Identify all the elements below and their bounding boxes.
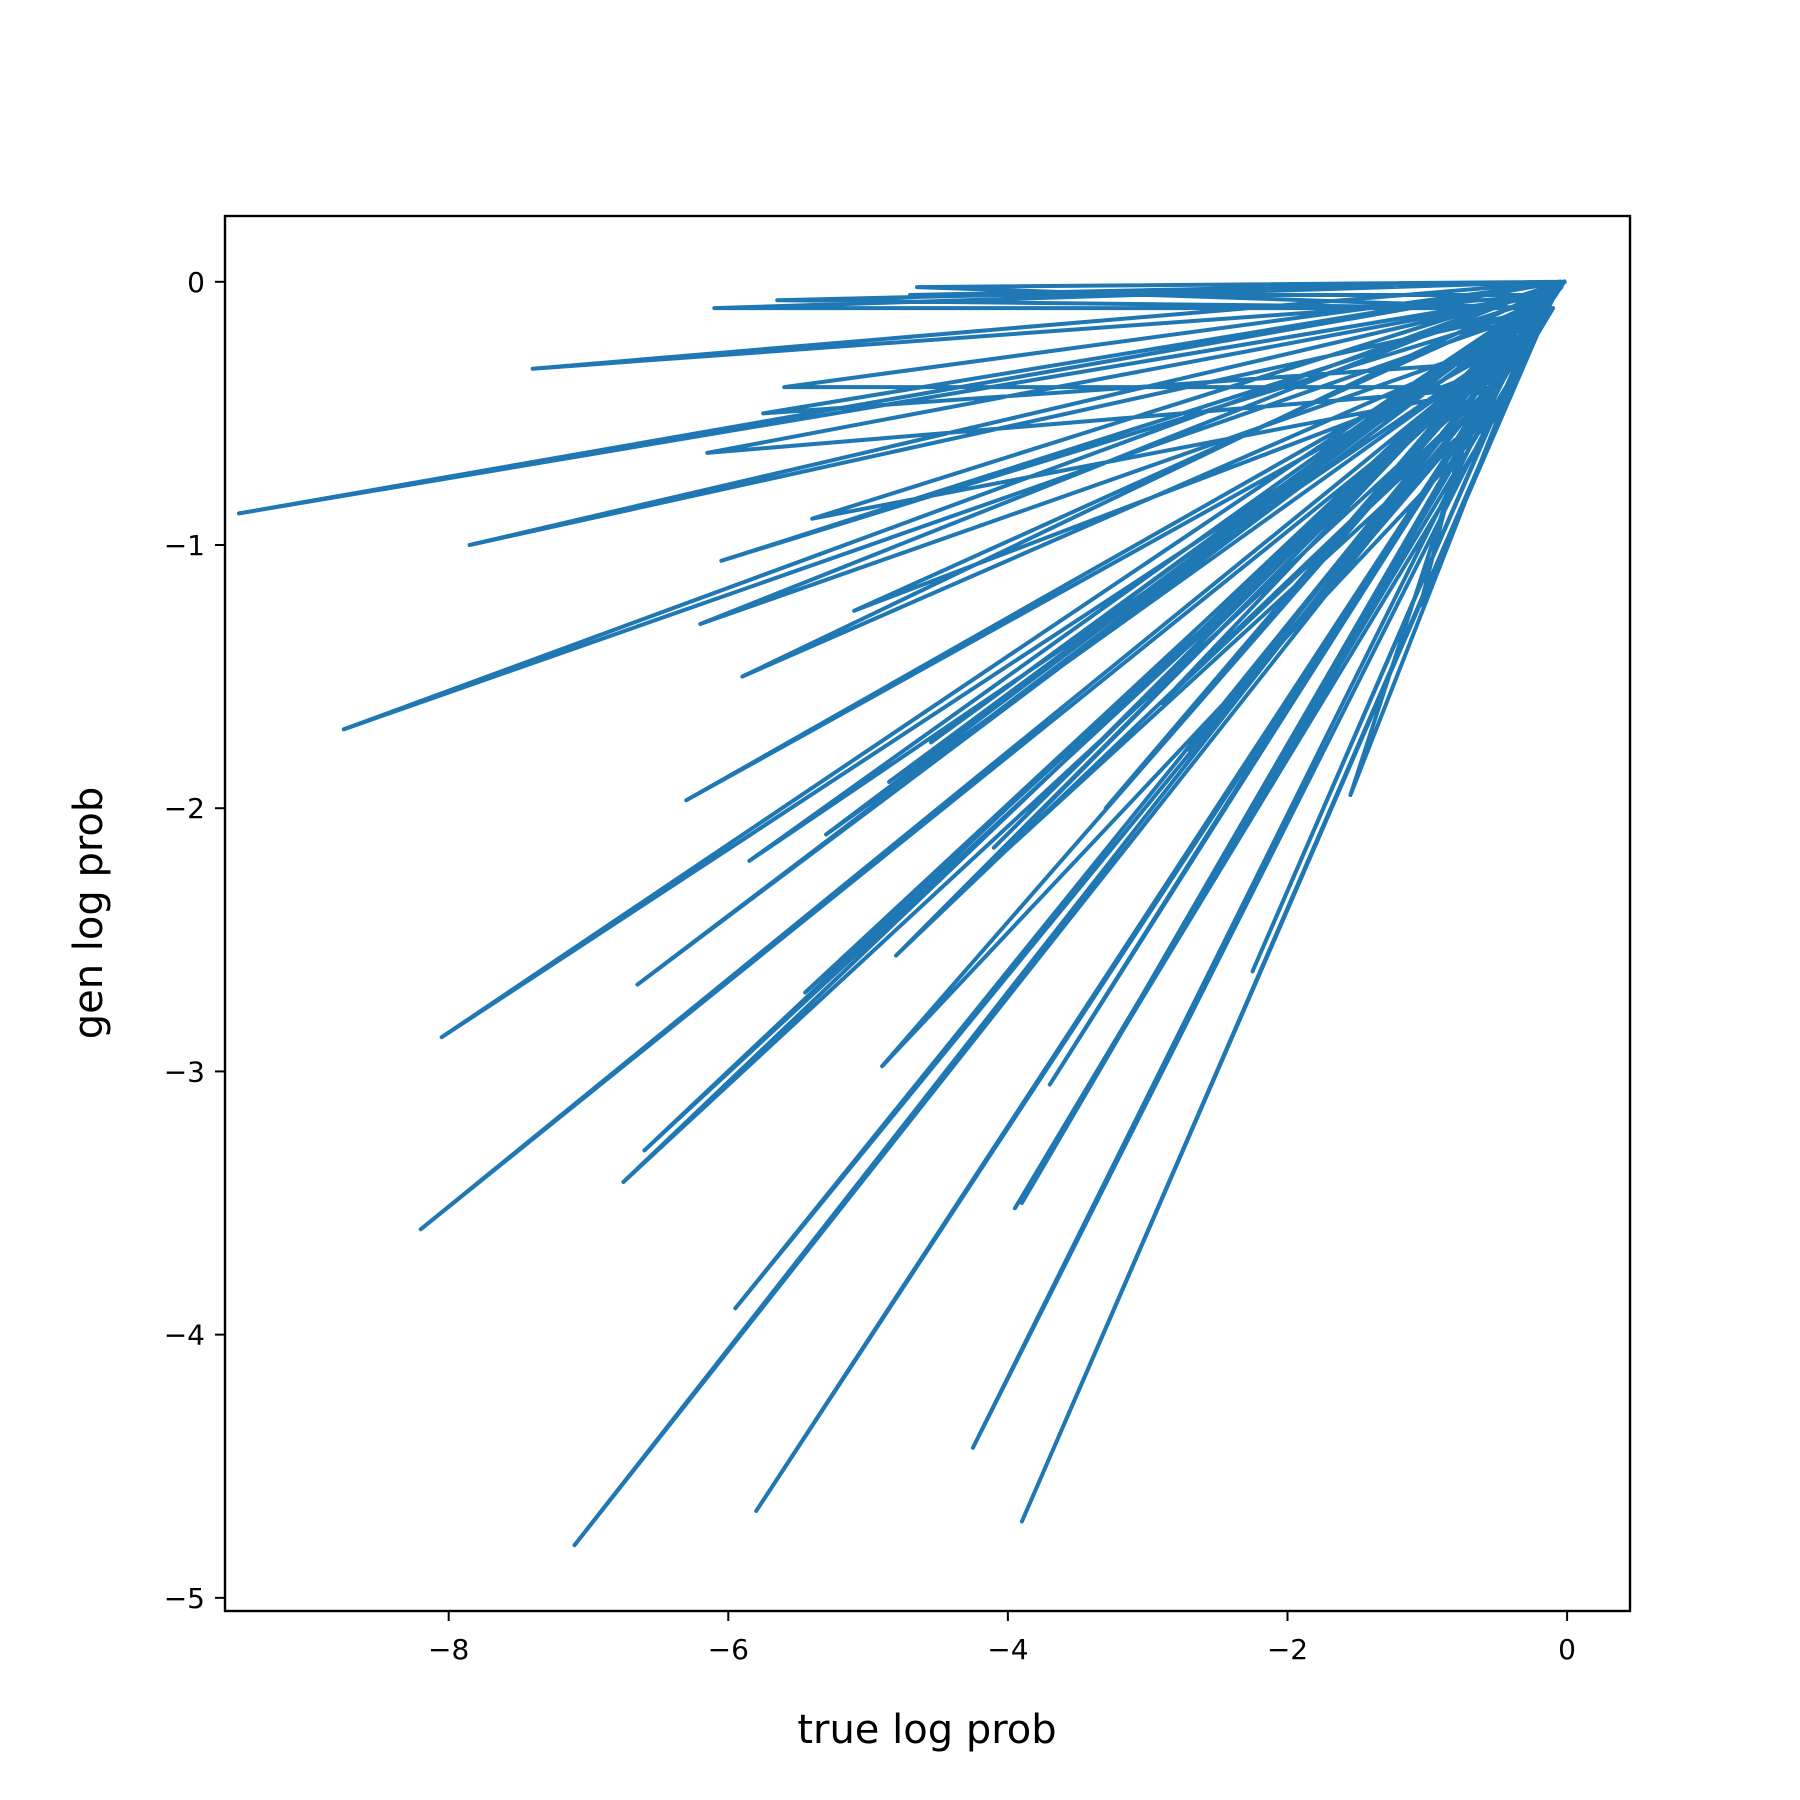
y-tick-label: −2 <box>164 792 205 825</box>
y-tick-label: 0 <box>187 266 205 299</box>
x-tick-label: 0 <box>1558 1633 1576 1666</box>
x-axis: −8 −6 −4 −2 0 <box>428 1611 1576 1666</box>
x-tick-label: −2 <box>1267 1633 1308 1666</box>
y-axis: 0 −1 −2 −3 −4 −5 <box>164 266 225 1615</box>
y-tick-label: −1 <box>164 529 205 562</box>
y-tick-label: −4 <box>164 1319 205 1352</box>
series-line-0 <box>237 279 1568 1548</box>
x-tick-label: −8 <box>428 1633 469 1666</box>
x-tick-label: −4 <box>987 1633 1028 1666</box>
y-tick-label: −5 <box>164 1582 205 1615</box>
axes-frame <box>223 214 1632 1613</box>
y-axis-label: gen log prob <box>66 787 112 1040</box>
x-axis-label: true log prob <box>797 1707 1056 1753</box>
y-tick-label: −3 <box>164 1055 205 1088</box>
plot-area <box>237 279 1568 1548</box>
x-tick-label: −6 <box>708 1633 749 1666</box>
